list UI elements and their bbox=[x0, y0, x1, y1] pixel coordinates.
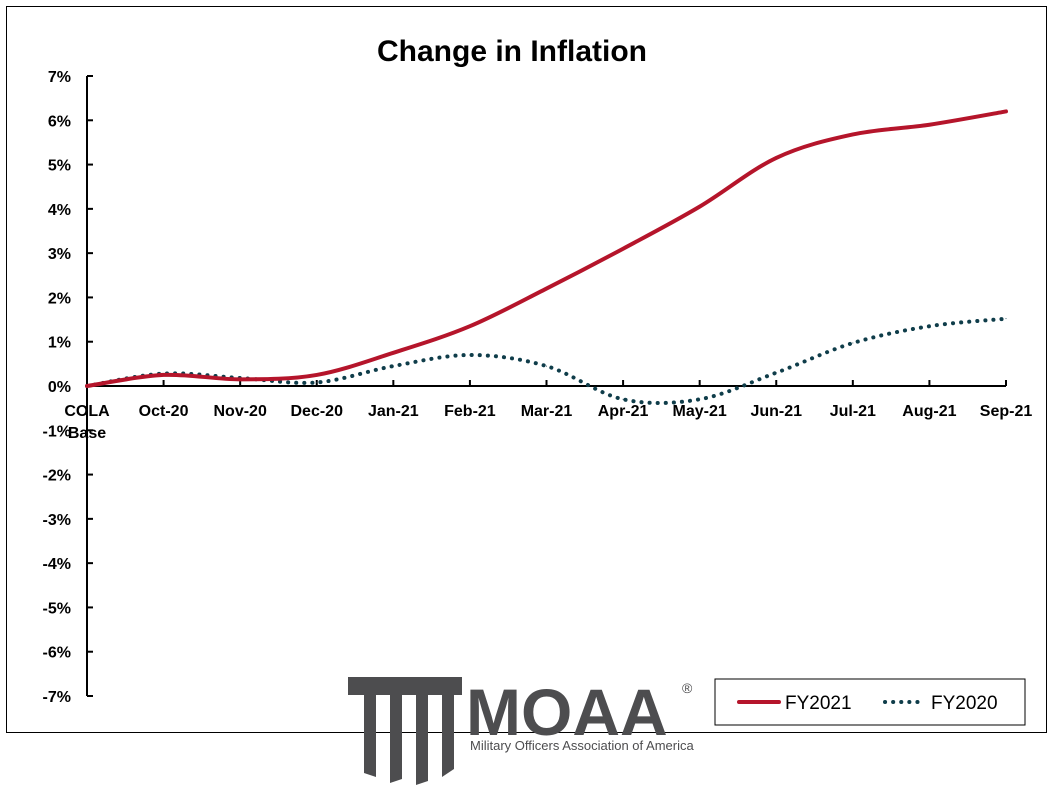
data-point-fy2021 bbox=[699, 206, 701, 208]
data-point-fy2021 bbox=[163, 374, 165, 376]
x-tick-label: Jun-21 bbox=[750, 403, 802, 420]
x-tick-label: Jul-21 bbox=[830, 403, 876, 420]
series-line-fy2021 bbox=[85, 109, 1008, 388]
data-point-fy2021 bbox=[622, 248, 624, 250]
y-tick-label: 6% bbox=[48, 113, 71, 130]
data-point-fy2020 bbox=[699, 398, 701, 400]
x-tick-label: Aug-21 bbox=[902, 403, 956, 420]
data-point-fy2021 bbox=[239, 378, 241, 380]
x-tick-label: Dec-20 bbox=[291, 403, 344, 420]
x-tick-label: Nov-20 bbox=[213, 403, 266, 420]
x-tick-label: Feb-21 bbox=[444, 403, 496, 420]
data-point-fy2021 bbox=[469, 325, 471, 327]
x-axis: COLA Base Oct-20 Nov-20 Dec-20 Jan-21 Feb-21 Ma… bbox=[64, 380, 1032, 442]
x-tick-label: Mar-21 bbox=[521, 403, 573, 420]
y-tick-label: 2% bbox=[48, 290, 71, 307]
data-point-fy2020 bbox=[546, 365, 547, 367]
data-point-fy2020 bbox=[852, 342, 854, 344]
logo-registered-mark: ® bbox=[682, 680, 693, 696]
series-layer bbox=[85, 109, 1008, 406]
y-tick-label: -2% bbox=[43, 468, 71, 485]
data-point-fy2020 bbox=[622, 398, 624, 400]
data-point-fy2021 bbox=[86, 385, 88, 387]
data-point-fy2021 bbox=[392, 352, 394, 354]
y-tick-label: 7% bbox=[48, 69, 71, 86]
legend-label-fy2020: FY2020 bbox=[931, 693, 998, 714]
y-tick-label: 4% bbox=[48, 202, 71, 219]
data-point-fy2020 bbox=[469, 354, 471, 356]
y-tick-label: 3% bbox=[48, 246, 71, 263]
data-point-fy2020 bbox=[775, 372, 777, 374]
y-tick-label: -4% bbox=[43, 556, 71, 573]
y-tick-label: 5% bbox=[48, 158, 71, 175]
x-tick-label: Sep-21 bbox=[980, 403, 1033, 420]
y-tick-label: 0% bbox=[48, 379, 71, 396]
chart-frame: Change in Inflation -7% -6% -5% -4% -3% -2% -1… bbox=[6, 6, 1047, 733]
y-tick-label: -6% bbox=[43, 645, 71, 662]
legend-label-fy2021: FY2021 bbox=[785, 693, 852, 714]
data-point-fy2021 bbox=[775, 157, 777, 159]
data-point-fy2021 bbox=[316, 374, 318, 376]
y-axis: -7% -6% -5% -4% -3% -2% -1% 0% 1% 2% 3% 4% 5% 6% 7% bbox=[43, 69, 93, 706]
y-tick-label: -5% bbox=[43, 600, 71, 617]
y-tick-label: 1% bbox=[48, 335, 71, 352]
chart-title: Change in Inflation bbox=[377, 35, 647, 68]
logo-tagline: Military Officers Association of America bbox=[470, 738, 694, 753]
moaa-column-icon bbox=[348, 677, 462, 785]
x-tick-label: Jan-21 bbox=[368, 403, 419, 420]
data-point-fy2021 bbox=[928, 124, 930, 126]
logo-wordmark: MOAA bbox=[466, 675, 668, 749]
data-point-fy2020 bbox=[316, 381, 318, 383]
line-chart: Change in Inflation -7% -6% -5% -4% -3% -2% -1… bbox=[43, 35, 1032, 726]
data-point-fy2020 bbox=[1005, 318, 1007, 320]
y-tick-label: -1% bbox=[43, 423, 71, 440]
data-point-fy2021 bbox=[852, 133, 854, 135]
moaa-logo: MOAA ® Military Officers Association of … bbox=[348, 675, 694, 785]
data-point-fy2020 bbox=[392, 365, 394, 367]
data-point-fy2021 bbox=[1005, 110, 1007, 112]
x-tick-label: Apr-21 bbox=[598, 403, 649, 420]
y-tick-label: -3% bbox=[43, 512, 71, 529]
x-tick-label: Oct-20 bbox=[139, 403, 189, 420]
data-point-fy2020 bbox=[928, 325, 930, 327]
y-tick-label: -7% bbox=[43, 689, 71, 706]
data-point-fy2021 bbox=[546, 288, 547, 290]
series-line-fy2020 bbox=[85, 316, 1008, 406]
x-tick-label: May-21 bbox=[673, 403, 727, 420]
legend: FY2021 FY2020 bbox=[714, 678, 1026, 726]
x-tick-label: COLA Base bbox=[64, 403, 110, 442]
